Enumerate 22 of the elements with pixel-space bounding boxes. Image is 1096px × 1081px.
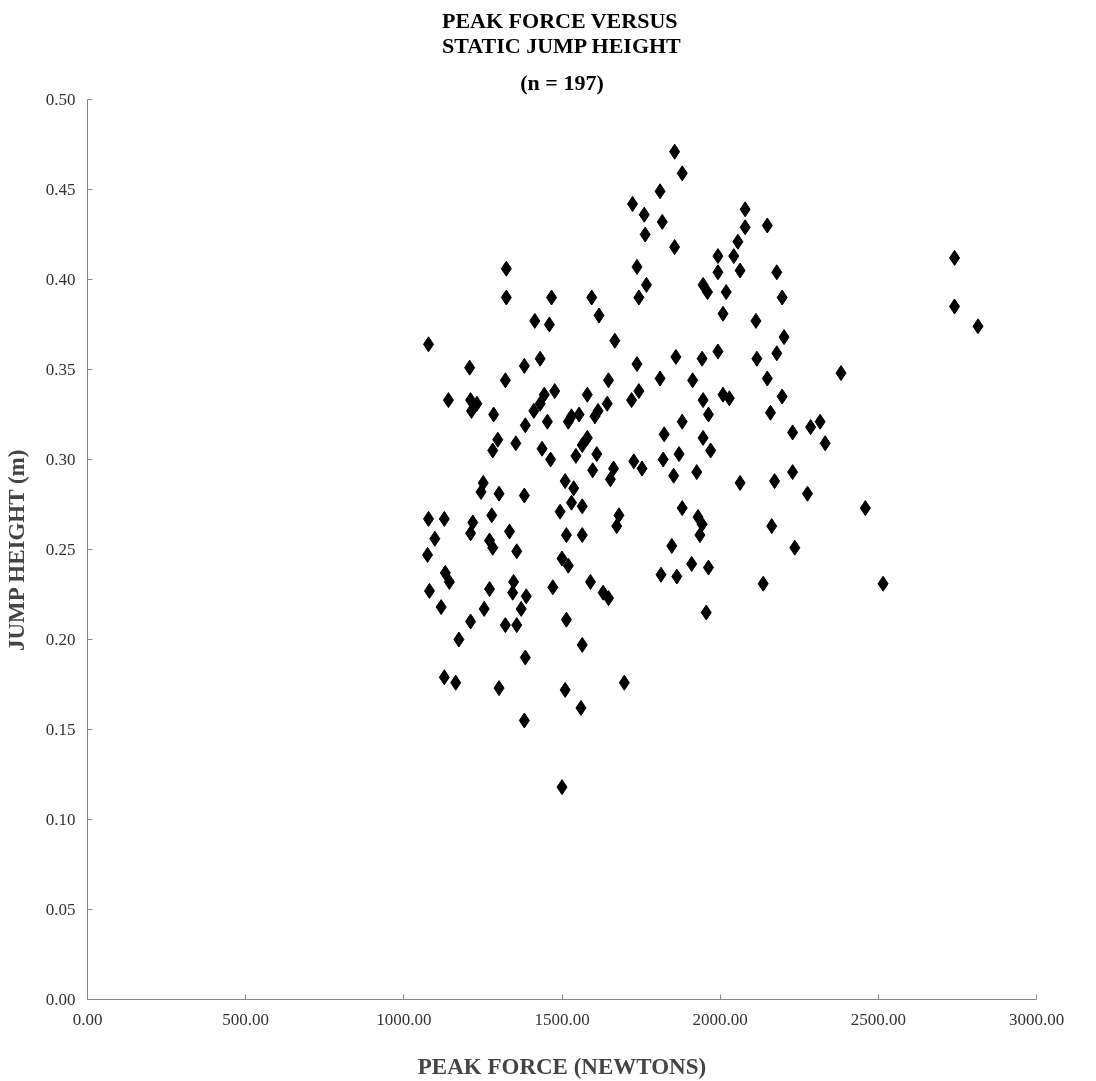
x-tick-label: 1500.00 [534, 1009, 590, 1029]
chart-title: PEAK FORCE VERSUS STATIC JUMP HEIGHT [442, 7, 682, 58]
y-tick-label: 0.05 [45, 900, 76, 919]
y-tick-label: 0.30 [45, 450, 76, 469]
x-tick-label: 500.00 [222, 1009, 270, 1029]
y-tick-label: 0.50 [45, 90, 76, 109]
y-tick-label: 0.15 [45, 720, 76, 739]
y-tick-label: 0.25 [45, 540, 76, 559]
chart-subtitle: (n = 197) [520, 69, 604, 95]
y-tick-label: 0.35 [45, 360, 76, 379]
x-tick-label: 2500.00 [850, 1009, 906, 1029]
y-tick-label: 0.40 [45, 270, 76, 289]
x-tick-label: 0.00 [72, 1009, 103, 1029]
x-axis-title: PEAK FORCE (NEWTONS) [417, 1053, 707, 1079]
x-tick-label: 1000.00 [376, 1009, 432, 1029]
y-axis-title: JUMP HEIGHT (m) [3, 449, 29, 652]
y-tick-label: 0.20 [45, 630, 76, 649]
x-tick-label: 3000.00 [1008, 1009, 1065, 1029]
y-tick-label: 0.10 [45, 810, 76, 829]
y-tick-label: 0.45 [45, 180, 76, 199]
x-tick-label: 2000.00 [692, 1009, 748, 1029]
y-tick-label: 0.00 [45, 990, 76, 1009]
